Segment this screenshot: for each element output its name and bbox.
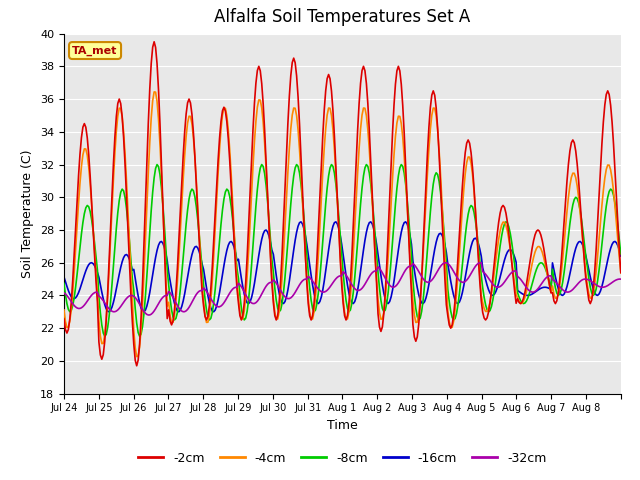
X-axis label: Time: Time (327, 419, 358, 432)
Text: TA_met: TA_met (72, 46, 118, 56)
Legend: -2cm, -4cm, -8cm, -16cm, -32cm: -2cm, -4cm, -8cm, -16cm, -32cm (133, 447, 552, 469)
Title: Alfalfa Soil Temperatures Set A: Alfalfa Soil Temperatures Set A (214, 9, 470, 26)
Y-axis label: Soil Temperature (C): Soil Temperature (C) (22, 149, 35, 278)
